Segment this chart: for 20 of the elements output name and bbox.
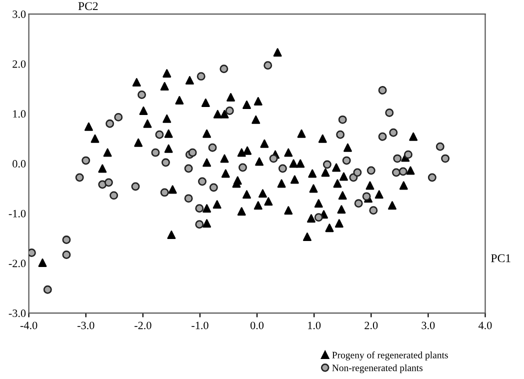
- x-axis-title: PC1: [491, 254, 510, 262]
- y-axis-title: PC2: [78, 2, 98, 10]
- x-tick-label: 2.0: [364, 322, 378, 330]
- x-tick-label: 1.0: [308, 322, 321, 330]
- legend-label: Progeny of regenerated plants: [332, 351, 448, 360]
- y-tick-label: 2.0: [12, 60, 26, 68]
- x-tick-label: 0.0: [250, 322, 264, 330]
- y-tick-label: 3.0: [12, 10, 26, 18]
- y-tick-label: -2.0: [8, 260, 26, 268]
- x-tick-label: 3.0: [422, 322, 435, 330]
- legend-label: Non-regenerated plants: [332, 364, 423, 374]
- y-tick-label: 1.0: [13, 110, 26, 118]
- y-tick-label: -3.0: [8, 310, 26, 318]
- y-tick-label: 0.0: [12, 160, 26, 168]
- x-tick-label: -1.0: [192, 322, 208, 330]
- x-tick-label: -2.0: [134, 322, 152, 330]
- x-tick-label: -3.0: [77, 322, 94, 330]
- x-tick-label: -4.0: [20, 322, 38, 330]
- y-tick-label: -1.0: [8, 210, 26, 218]
- x-tick-label: 4.0: [478, 322, 492, 330]
